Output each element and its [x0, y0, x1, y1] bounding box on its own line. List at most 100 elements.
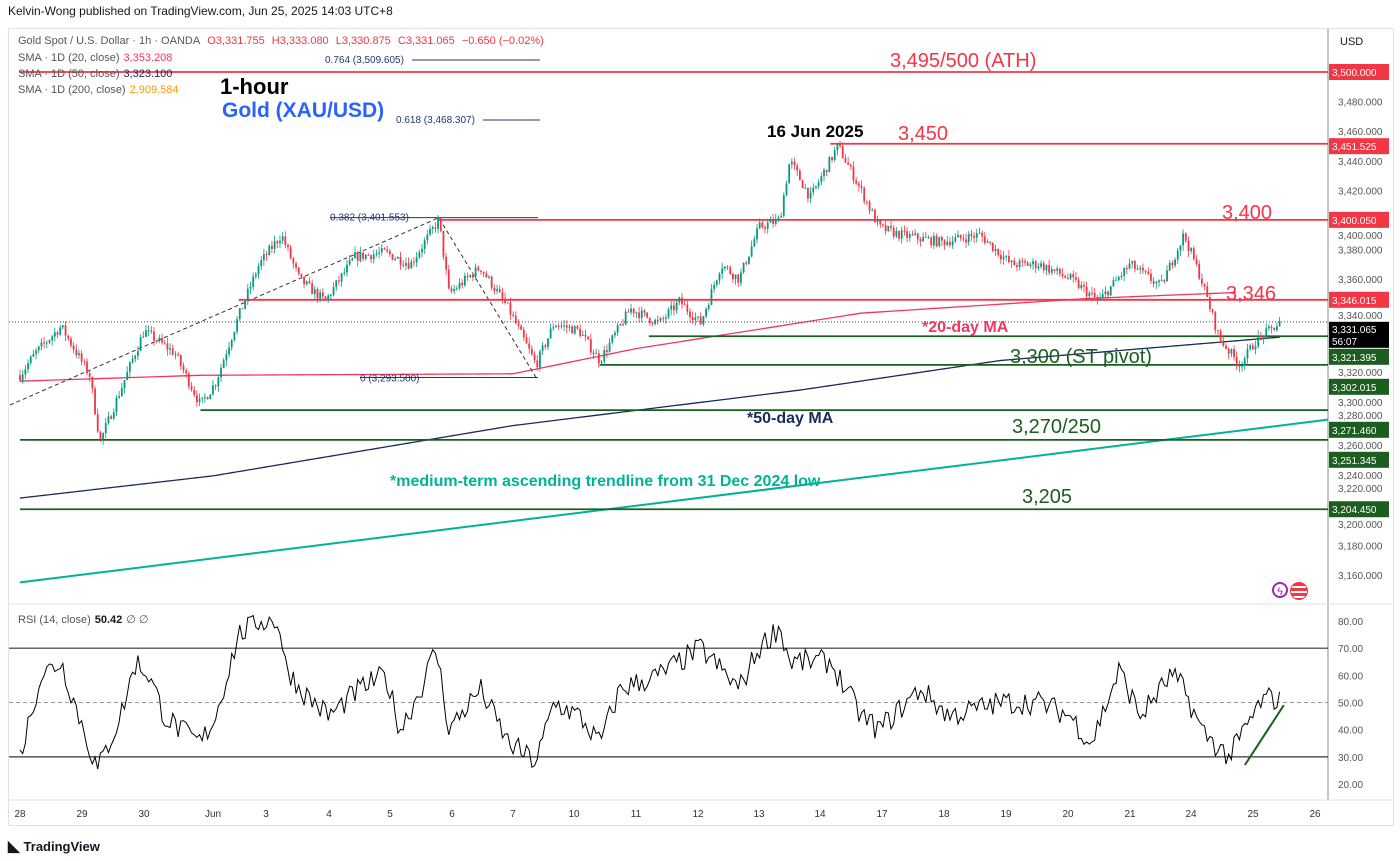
- candle[interactable]: [820, 176, 823, 183]
- rsi-line[interactable]: [19, 614, 1281, 770]
- candle[interactable]: [474, 267, 477, 278]
- candle[interactable]: [324, 296, 327, 300]
- candle[interactable]: [782, 195, 785, 216]
- candle[interactable]: [597, 353, 600, 364]
- candle[interactable]: [35, 350, 37, 354]
- candle[interactable]: [900, 230, 903, 239]
- candle[interactable]: [999, 255, 1002, 260]
- legend-rsi[interactable]: RSI (14, close) 50.42 ∅ ∅: [18, 613, 153, 626]
- candle[interactable]: [908, 234, 911, 238]
- candle[interactable]: [852, 166, 855, 181]
- candle[interactable]: [99, 431, 102, 440]
- candle[interactable]: [745, 262, 748, 264]
- candle[interactable]: [450, 288, 453, 292]
- candle[interactable]: [857, 183, 860, 186]
- candle[interactable]: [793, 161, 796, 166]
- candle[interactable]: [1235, 356, 1238, 366]
- candle[interactable]: [222, 360, 225, 368]
- candle[interactable]: [841, 146, 844, 159]
- candle[interactable]: [115, 397, 118, 413]
- candle[interactable]: [938, 237, 941, 247]
- candle[interactable]: [664, 317, 667, 319]
- candle[interactable]: [1099, 297, 1101, 300]
- candle[interactable]: [1238, 365, 1241, 367]
- candle[interactable]: [488, 276, 490, 278]
- candle[interactable]: [107, 416, 110, 424]
- candle[interactable]: [21, 374, 24, 381]
- candle[interactable]: [1069, 274, 1072, 279]
- candle[interactable]: [729, 267, 732, 274]
- candle[interactable]: [608, 342, 611, 352]
- candle[interactable]: [734, 274, 737, 280]
- candle[interactable]: [67, 335, 70, 339]
- candle[interactable]: [399, 256, 402, 265]
- candle[interactable]: [351, 258, 354, 261]
- candle[interactable]: [1085, 286, 1088, 297]
- candle[interactable]: [713, 285, 716, 290]
- candle[interactable]: [496, 289, 498, 292]
- candle[interactable]: [774, 218, 777, 224]
- candle[interactable]: [804, 187, 807, 189]
- candle[interactable]: [233, 331, 236, 341]
- candle[interactable]: [252, 276, 255, 287]
- candle[interactable]: [1096, 297, 1099, 300]
- candle[interactable]: [1230, 349, 1233, 354]
- candle[interactable]: [455, 288, 458, 290]
- candle[interactable]: [163, 342, 166, 344]
- candle[interactable]: [287, 245, 289, 248]
- candle[interactable]: [171, 348, 174, 355]
- candle[interactable]: [469, 275, 472, 278]
- candle[interactable]: [1163, 279, 1166, 282]
- candle[interactable]: [364, 254, 367, 259]
- candle[interactable]: [571, 326, 573, 334]
- candle[interactable]: [506, 302, 509, 304]
- candle[interactable]: [539, 351, 541, 368]
- candle[interactable]: [380, 248, 383, 253]
- candle[interactable]: [332, 287, 335, 296]
- candle[interactable]: [589, 339, 592, 353]
- candle[interactable]: [1072, 274, 1075, 278]
- candle[interactable]: [630, 308, 632, 313]
- candle[interactable]: [563, 325, 565, 327]
- candle[interactable]: [865, 201, 868, 203]
- candle[interactable]: [1104, 291, 1107, 295]
- candle[interactable]: [847, 162, 850, 165]
- candle[interactable]: [362, 252, 364, 259]
- candle[interactable]: [1166, 270, 1168, 282]
- candle[interactable]: [442, 230, 445, 257]
- candle[interactable]: [1131, 261, 1134, 264]
- candle[interactable]: [927, 237, 930, 239]
- candle[interactable]: [396, 256, 399, 259]
- candle[interactable]: [640, 310, 643, 319]
- candle[interactable]: [978, 232, 981, 234]
- candle[interactable]: [651, 322, 654, 325]
- candle[interactable]: [1016, 265, 1018, 268]
- candle[interactable]: [1142, 267, 1144, 271]
- candle[interactable]: [946, 241, 949, 245]
- candle[interactable]: [91, 376, 94, 389]
- candle[interactable]: [193, 389, 196, 395]
- candle[interactable]: [643, 310, 646, 313]
- candle[interactable]: [809, 192, 812, 199]
- candle[interactable]: [265, 254, 268, 256]
- candle[interactable]: [667, 309, 670, 318]
- candle[interactable]: [356, 252, 359, 261]
- candle[interactable]: [622, 324, 624, 326]
- candle[interactable]: [584, 334, 587, 337]
- candle[interactable]: [321, 292, 324, 297]
- candle[interactable]: [777, 217, 780, 219]
- candle[interactable]: [413, 261, 415, 263]
- candle[interactable]: [32, 353, 35, 357]
- candle[interactable]: [941, 237, 943, 241]
- candle[interactable]: [128, 362, 131, 372]
- candle[interactable]: [962, 238, 965, 240]
- candle[interactable]: [686, 304, 689, 312]
- candle[interactable]: [638, 312, 640, 319]
- candle[interactable]: [930, 237, 933, 246]
- candle[interactable]: [935, 235, 938, 247]
- candle[interactable]: [145, 330, 147, 337]
- candle[interactable]: [37, 346, 40, 351]
- candle[interactable]: [916, 233, 919, 240]
- candle[interactable]: [922, 236, 925, 242]
- candle[interactable]: [1005, 256, 1008, 258]
